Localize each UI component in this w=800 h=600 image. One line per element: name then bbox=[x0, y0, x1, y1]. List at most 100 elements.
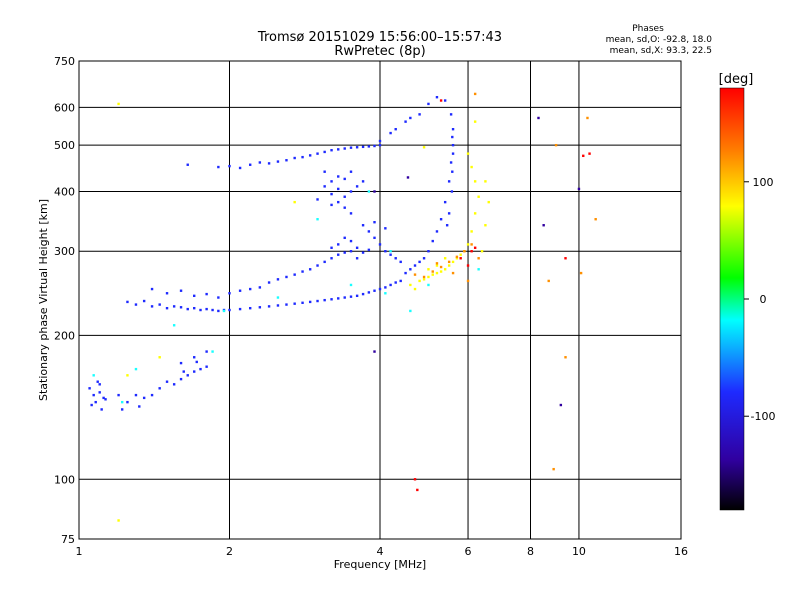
data-point bbox=[349, 283, 353, 287]
data-point bbox=[418, 279, 421, 283]
data-point bbox=[293, 200, 296, 204]
data-point bbox=[422, 278, 426, 281]
data-point bbox=[435, 95, 439, 99]
data-point bbox=[276, 304, 280, 307]
data-point bbox=[473, 212, 477, 215]
data-point bbox=[150, 287, 154, 291]
data-point bbox=[367, 190, 371, 193]
data-point bbox=[418, 260, 421, 264]
data-point bbox=[367, 248, 371, 252]
data-point bbox=[470, 243, 473, 246]
y-tick-label: 750 bbox=[54, 55, 75, 68]
y-tick-label: 400 bbox=[54, 185, 75, 198]
data-point bbox=[447, 212, 451, 215]
data-point bbox=[330, 180, 333, 183]
data-point bbox=[378, 139, 382, 143]
data-point bbox=[165, 306, 169, 310]
data-point bbox=[404, 271, 407, 275]
x-tick-label: 16 bbox=[674, 545, 688, 558]
data-point bbox=[445, 224, 449, 227]
data-point bbox=[349, 239, 353, 243]
data-point bbox=[323, 150, 326, 154]
data-point bbox=[466, 264, 470, 267]
x-axis-label: Frequency [MHz] bbox=[334, 558, 426, 571]
data-point bbox=[439, 270, 443, 273]
data-point bbox=[126, 300, 129, 304]
data-point bbox=[416, 488, 419, 492]
data-point bbox=[537, 116, 540, 120]
data-point bbox=[205, 350, 208, 353]
data-point bbox=[158, 303, 161, 306]
colorbar-label: [deg] bbox=[719, 72, 754, 87]
y-tick-label: 100 bbox=[54, 473, 75, 486]
data-point bbox=[90, 403, 93, 407]
data-point bbox=[199, 308, 202, 312]
data-point bbox=[193, 294, 196, 298]
data-point bbox=[355, 294, 359, 298]
data-point bbox=[389, 250, 392, 253]
data-point bbox=[330, 149, 333, 152]
data-point bbox=[455, 255, 459, 259]
data-point bbox=[172, 383, 176, 386]
data-point bbox=[337, 243, 340, 246]
data-point bbox=[150, 305, 154, 308]
data-point bbox=[276, 278, 280, 281]
data-point bbox=[217, 296, 220, 299]
data-point bbox=[316, 152, 319, 155]
data-point bbox=[301, 155, 304, 159]
data-point bbox=[182, 370, 185, 373]
data-point bbox=[179, 289, 183, 292]
data-point bbox=[222, 309, 226, 313]
data-point bbox=[158, 356, 161, 359]
data-point bbox=[193, 306, 196, 310]
data-point bbox=[179, 361, 183, 365]
data-point bbox=[134, 393, 138, 397]
data-point bbox=[378, 287, 382, 291]
point-series bbox=[413, 99, 591, 492]
data-point bbox=[88, 387, 91, 390]
data-point bbox=[172, 305, 176, 308]
data-point bbox=[94, 400, 97, 404]
data-point bbox=[484, 180, 487, 183]
data-point bbox=[205, 365, 208, 368]
data-point bbox=[193, 356, 196, 359]
data-point bbox=[373, 236, 376, 240]
data-point bbox=[439, 218, 443, 221]
data-point bbox=[451, 271, 455, 275]
data-point bbox=[477, 257, 480, 260]
data-point bbox=[413, 264, 417, 267]
data-point bbox=[449, 113, 453, 116]
data-point bbox=[547, 279, 550, 283]
data-point bbox=[117, 519, 120, 522]
data-point bbox=[470, 230, 473, 233]
data-point bbox=[193, 370, 196, 373]
data-point bbox=[285, 275, 288, 279]
data-point bbox=[323, 170, 326, 173]
data-point bbox=[104, 398, 107, 401]
data-point bbox=[337, 297, 340, 300]
data-point bbox=[373, 289, 376, 292]
data-point bbox=[373, 350, 376, 353]
data-point bbox=[451, 170, 454, 173]
data-point bbox=[205, 307, 208, 311]
data-point bbox=[120, 408, 124, 411]
data-point bbox=[480, 250, 484, 253]
data-point bbox=[367, 230, 371, 233]
data-point bbox=[459, 253, 462, 256]
data-point bbox=[582, 154, 585, 158]
data-point bbox=[439, 265, 443, 269]
data-point bbox=[102, 396, 105, 400]
data-point bbox=[473, 246, 477, 249]
data-point bbox=[248, 287, 252, 291]
data-point bbox=[477, 195, 480, 198]
data-point bbox=[258, 286, 262, 289]
data-point bbox=[165, 380, 169, 383]
data-point bbox=[427, 283, 430, 287]
data-point bbox=[355, 257, 359, 260]
data-point bbox=[422, 257, 426, 260]
chart-title: Tromsø 20151029 15:56:00–15:57:43 bbox=[257, 30, 502, 45]
data-point bbox=[186, 307, 189, 311]
data-point bbox=[276, 160, 280, 163]
data-point bbox=[343, 296, 346, 299]
